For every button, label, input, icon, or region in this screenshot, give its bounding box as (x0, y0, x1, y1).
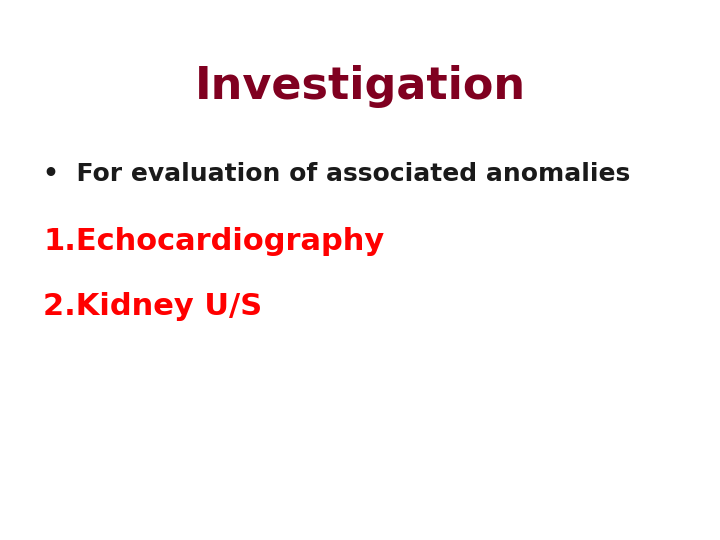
Text: 2.Kidney U/S: 2.Kidney U/S (43, 292, 262, 321)
Text: 1.Echocardiography: 1.Echocardiography (43, 227, 384, 256)
Text: •  For evaluation of associated anomalies: • For evaluation of associated anomalies (43, 162, 631, 186)
Text: Investigation: Investigation (194, 65, 526, 108)
